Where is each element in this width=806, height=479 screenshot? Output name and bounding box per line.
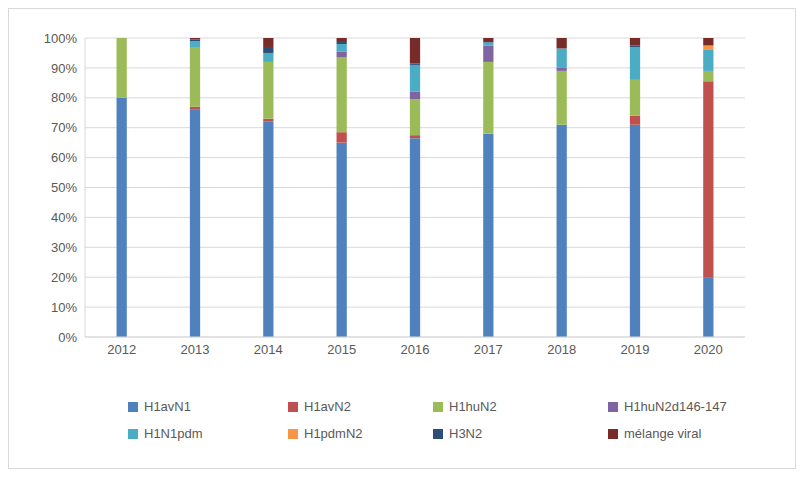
html-text:H1avN2: H1avN2: [304, 399, 351, 414]
svg-text:50%: 50%: [51, 180, 77, 195]
svg-text:30%: 30%: [51, 240, 77, 255]
svg-text:90%: 90%: [51, 61, 77, 76]
html-text:H1huN2: H1huN2: [449, 399, 497, 414]
html-text:mélange viral: mélange viral: [624, 426, 702, 441]
html-text:H1avN1: H1avN1: [144, 399, 191, 414]
html-text:H1N1pdm: H1N1pdm: [144, 426, 203, 441]
svg-text:80%: 80%: [51, 90, 77, 105]
svg-text:70%: 70%: [51, 120, 77, 135]
html-text:H1huN2d146-147: H1huN2d146-147: [624, 399, 727, 414]
svg-text:100%: 100%: [44, 31, 78, 46]
svg-text:20%: 20%: [51, 270, 77, 285]
html-text:H3N2: H3N2: [449, 426, 483, 441]
svg-text:2018: 2018: [547, 342, 576, 357]
svg-text:2012: 2012: [107, 342, 136, 357]
svg-text:2015: 2015: [327, 342, 356, 357]
svg-text:2020: 2020: [694, 342, 723, 357]
svg-text:2017: 2017: [474, 342, 503, 357]
svg-text:0%: 0%: [58, 330, 77, 345]
svg-text:40%: 40%: [51, 210, 77, 225]
svg-text:2016: 2016: [401, 342, 430, 357]
svg-text:2013: 2013: [181, 342, 210, 357]
svg-text:10%: 10%: [51, 300, 77, 315]
svg-text:2019: 2019: [621, 342, 650, 357]
html-text:H1pdmN2: H1pdmN2: [304, 426, 363, 441]
svg-text:2014: 2014: [254, 342, 283, 357]
svg-text:60%: 60%: [51, 150, 77, 165]
